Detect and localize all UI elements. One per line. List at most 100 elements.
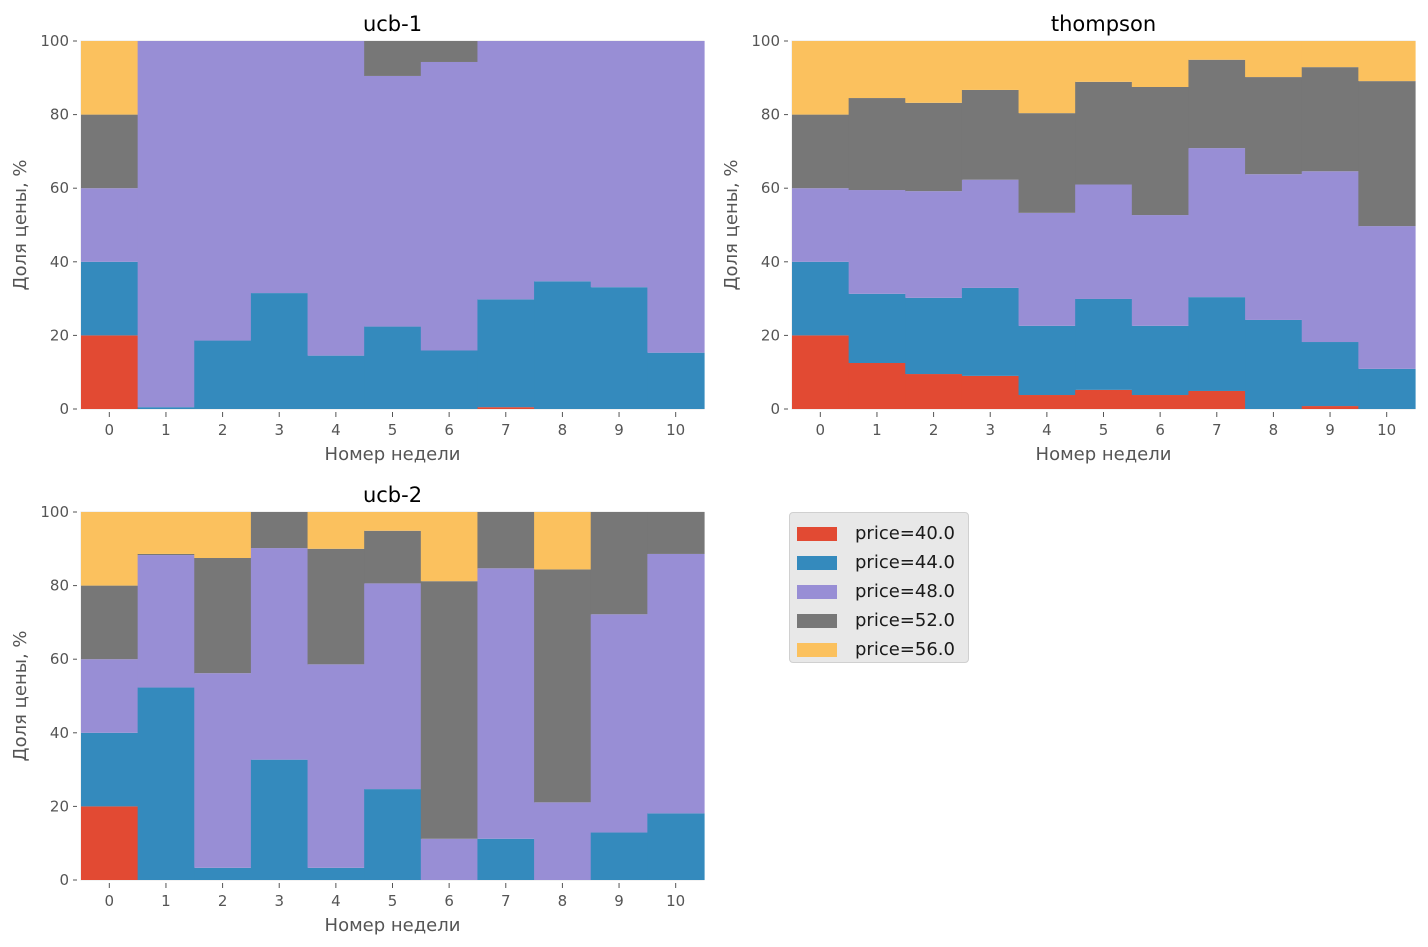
bar-segment-week-0-price-48.0	[81, 659, 139, 733]
x-tick-label: 2	[218, 421, 228, 439]
legend-label: price=40.0	[855, 523, 955, 544]
y-axis-label: Доля цены, %	[10, 631, 31, 762]
bar-segment-week-5-price-48.0	[364, 75, 422, 327]
x-tick-label: 9	[1325, 421, 1335, 439]
legend-label: price=44.0	[855, 552, 955, 573]
bar-segment-week-7-price-48.0	[477, 41, 535, 300]
bar-segment-week-2-price-44.0	[194, 340, 252, 409]
x-tick-label: 5	[1099, 421, 1109, 439]
x-tick-label: 9	[614, 892, 624, 910]
bar-segment-week-2-price-44.0	[194, 867, 252, 880]
bar-segment-week-0-price-44.0	[792, 261, 850, 336]
x-tick-label: 10	[666, 892, 685, 910]
chart-title: ucb-2	[363, 483, 422, 507]
legend-swatch-price-44	[797, 555, 837, 570]
bar-segment-week-8-price-48.0	[534, 41, 592, 282]
bar-segment-week-2-price-44.0	[905, 297, 963, 375]
bar-segment-week-0-price-48.0	[81, 188, 139, 262]
bar-segment-week-3-price-44.0	[250, 759, 309, 880]
y-tick-label: 40	[50, 724, 69, 742]
bar-segment-week-9-price-44.0	[1301, 342, 1359, 407]
bar-segment-week-5-price-44.0	[1075, 298, 1133, 390]
bar-segment-week-9-price-48.0	[590, 41, 648, 288]
y-tick-label: 20	[761, 326, 780, 344]
bar-segment-week-4-price-44.0	[307, 355, 365, 409]
bar-segment-week-7-price-52.0	[477, 512, 535, 569]
y-tick-label: 60	[761, 179, 780, 197]
bar-segment-week-10-price-56.0	[1358, 41, 1416, 82]
bar-segment-week-4-price-48.0	[307, 41, 365, 356]
bar-segment-week-1-price-56.0	[848, 41, 906, 99]
bar-segment-week-8-price-48.0	[1245, 174, 1303, 320]
bar-segment-week-0-price-56.0	[81, 41, 139, 115]
x-tick-label: 10	[1377, 421, 1396, 439]
bar-segment-week-5-price-48.0	[364, 583, 422, 790]
bar-segment-week-1-price-44.0	[848, 293, 906, 363]
x-tick-label: 9	[614, 421, 624, 439]
x-tick-label: 10	[666, 421, 685, 439]
bar-segment-week-4-price-52.0	[1018, 113, 1076, 213]
x-tick-label: 4	[331, 421, 341, 439]
bar-segment-week-4-price-44.0	[1018, 325, 1076, 396]
bar-segment-week-0-price-52.0	[81, 114, 139, 189]
y-tick-label: 20	[50, 326, 69, 344]
x-axis-label: Номер недели	[1036, 444, 1172, 465]
y-tick-label: 100	[40, 32, 69, 50]
bar-segment-week-6-price-52.0	[1131, 87, 1190, 216]
bar-segment-week-10-price-48.0	[1358, 226, 1416, 369]
bar-segment-week-3-price-44.0	[250, 293, 309, 409]
bar-segment-week-1-price-52.0	[848, 98, 906, 191]
x-tick-label: 7	[501, 892, 511, 910]
bar-segment-week-8-price-52.0	[1245, 77, 1303, 175]
x-tick-label: 0	[105, 892, 115, 910]
bar-segment-week-10-price-44.0	[647, 813, 705, 880]
x-tick-label: 2	[218, 892, 228, 910]
x-tick-label: 3	[274, 421, 284, 439]
bar-segment-week-5-price-52.0	[364, 530, 422, 584]
bar-segment-week-4-price-48.0	[307, 664, 365, 868]
legend-swatch-price-56	[797, 642, 837, 657]
bar-segment-week-0-price-40.0	[81, 335, 139, 409]
bar-segment-week-3-price-40.0	[961, 375, 1020, 409]
bar-segment-week-6-price-56.0	[420, 512, 479, 582]
bar-segment-week-5-price-44.0	[364, 326, 422, 409]
bar-segment-week-7-price-40.0	[1188, 390, 1246, 409]
bar-segment-week-9-price-40.0	[1301, 406, 1359, 409]
x-tick-label: 4	[331, 892, 341, 910]
bar-segment-week-6-price-52.0	[420, 581, 479, 839]
bar-segment-week-2-price-56.0	[194, 512, 252, 558]
legend-item-price-52: price=52.0	[796, 606, 968, 635]
bar-segment-week-4-price-56.0	[1018, 41, 1076, 114]
bar-segment-week-8-price-56.0	[534, 512, 592, 570]
bar-segment-week-0-price-44.0	[81, 261, 139, 336]
bar-segment-week-2-price-40.0	[905, 374, 963, 409]
bar-segment-week-5-price-40.0	[1075, 389, 1133, 409]
legend-item-price-40: price=40.0	[796, 519, 968, 548]
y-tick-label: 0	[59, 400, 69, 418]
bar-segment-week-4-price-52.0	[307, 548, 365, 665]
x-tick-label: 8	[558, 892, 568, 910]
bar-segment-week-6-price-40.0	[1131, 395, 1190, 409]
bar-segment-week-9-price-48.0	[1301, 171, 1359, 343]
bar-segment-week-3-price-52.0	[961, 89, 1020, 180]
x-tick-label: 6	[444, 421, 454, 439]
bar-segment-week-3-price-48.0	[250, 548, 309, 760]
legend-item-price-56: price=56.0	[796, 635, 968, 664]
legend: price=40.0 price=44.0 price=48.0 price=5…	[789, 512, 969, 663]
bar-segment-week-0-price-56.0	[792, 41, 850, 115]
bar-segment-week-3-price-48.0	[961, 179, 1020, 288]
bar-segment-week-1-price-56.0	[137, 512, 195, 554]
bar-segment-week-8-price-48.0	[534, 802, 592, 880]
x-tick-label: 6	[444, 892, 454, 910]
bar-segment-week-10-price-52.0	[1358, 81, 1416, 227]
bar-segment-week-0-price-52.0	[81, 585, 139, 660]
bar-segment-week-0-price-56.0	[81, 512, 139, 586]
bar-segment-week-5-price-48.0	[1075, 184, 1133, 299]
bar-segment-week-0-price-48.0	[792, 188, 850, 262]
x-tick-label: 3	[274, 892, 284, 910]
bar-segment-week-9-price-44.0	[590, 832, 648, 880]
x-tick-label: 5	[388, 421, 398, 439]
bar-segment-week-8-price-44.0	[1245, 319, 1303, 409]
legend-swatch-price-48	[797, 584, 837, 599]
